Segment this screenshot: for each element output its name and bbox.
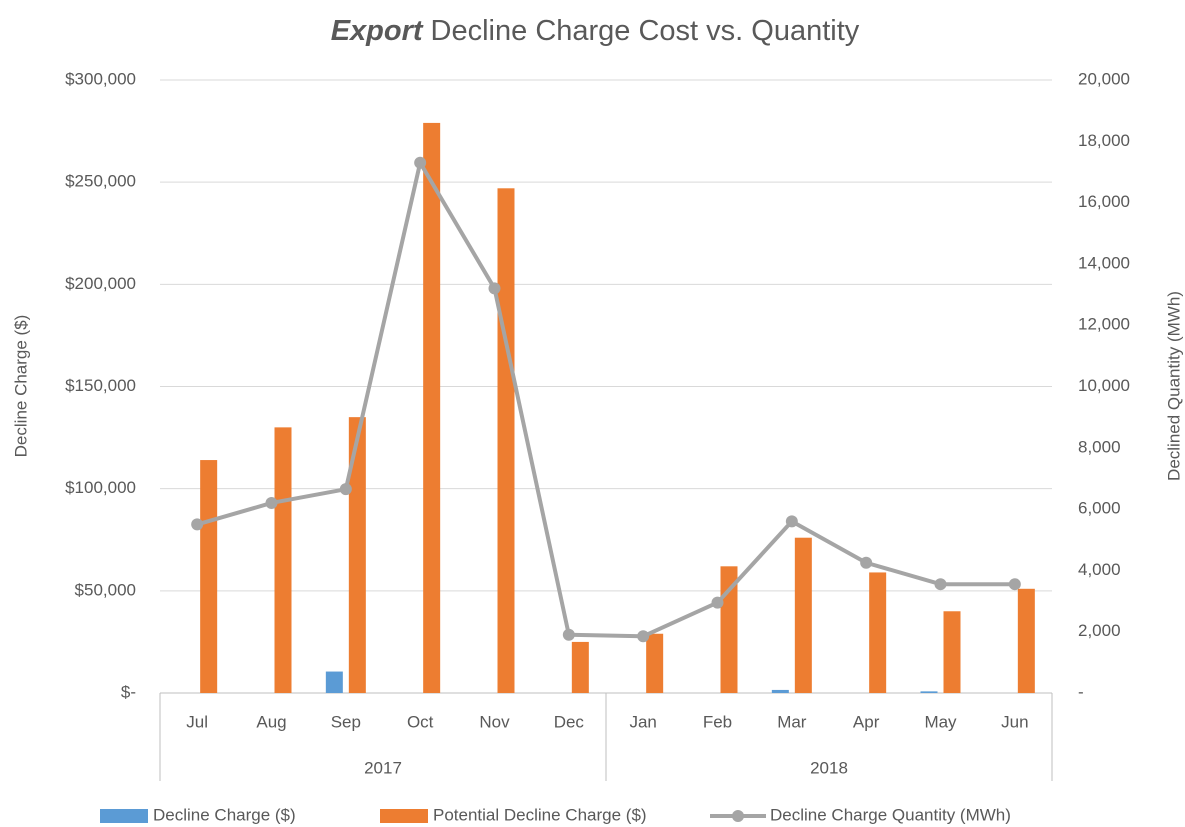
group-label: 2017 bbox=[364, 758, 402, 777]
y-tick-label: $- bbox=[121, 682, 136, 701]
x-tick-label: Jan bbox=[629, 712, 656, 731]
bar bbox=[325, 671, 343, 693]
y2-tick-label: 18,000 bbox=[1078, 131, 1130, 150]
marker bbox=[711, 596, 724, 609]
y-tick-label: $300,000 bbox=[65, 69, 136, 88]
x-tick-label: Sep bbox=[331, 712, 361, 731]
marker bbox=[1008, 578, 1021, 591]
marker bbox=[637, 630, 650, 643]
legend-swatch bbox=[100, 809, 148, 823]
marker bbox=[562, 628, 575, 641]
y-tick-label: $200,000 bbox=[65, 274, 136, 293]
x-tick-label: Mar bbox=[777, 712, 807, 731]
legend-label: Potential Decline Charge ($) bbox=[433, 805, 647, 824]
marker bbox=[860, 556, 873, 569]
y2-tick-label: - bbox=[1078, 682, 1084, 701]
bar bbox=[720, 566, 738, 693]
y-tick-label: $100,000 bbox=[65, 478, 136, 497]
marker bbox=[191, 518, 204, 531]
x-tick-label: Aug bbox=[256, 712, 286, 731]
bar bbox=[497, 188, 515, 693]
bar bbox=[771, 689, 789, 693]
y2-axis-title: Declined Quantity (MWh) bbox=[1164, 291, 1183, 481]
bar bbox=[200, 460, 218, 693]
y-tick-label: $250,000 bbox=[65, 172, 136, 191]
legend-swatch bbox=[732, 810, 744, 822]
y2-tick-label: 12,000 bbox=[1078, 315, 1130, 334]
y-tick-label: $150,000 bbox=[65, 376, 136, 395]
y2-tick-label: 6,000 bbox=[1078, 499, 1121, 518]
y2-tick-label: 14,000 bbox=[1078, 253, 1130, 272]
chart-title: Export Decline Charge Cost vs. Quantity bbox=[331, 15, 860, 47]
bar bbox=[920, 691, 938, 693]
x-tick-label: Oct bbox=[407, 712, 434, 731]
x-tick-label: Feb bbox=[703, 712, 732, 731]
marker bbox=[339, 483, 352, 496]
marker bbox=[934, 578, 947, 591]
bar bbox=[423, 122, 441, 693]
bar bbox=[869, 572, 887, 693]
marker bbox=[265, 496, 278, 509]
group-label: 2018 bbox=[810, 758, 848, 777]
legend-label: Decline Charge ($) bbox=[153, 805, 296, 824]
marker bbox=[488, 282, 501, 295]
y2-tick-label: 20,000 bbox=[1078, 69, 1130, 88]
x-tick-label: Jul bbox=[186, 712, 208, 731]
title-text: Decline Charge Cost vs. Quantity bbox=[431, 15, 860, 47]
y2-tick-label: 10,000 bbox=[1078, 376, 1130, 395]
y2-tick-label: 16,000 bbox=[1078, 192, 1130, 211]
bar bbox=[1017, 588, 1035, 693]
legend-swatch bbox=[380, 809, 428, 823]
x-tick-label: Dec bbox=[554, 712, 585, 731]
marker bbox=[414, 156, 427, 169]
x-tick-label: Jun bbox=[1001, 712, 1028, 731]
x-tick-label: Apr bbox=[853, 712, 880, 731]
x-tick-label: Nov bbox=[479, 712, 510, 731]
bar bbox=[571, 641, 589, 693]
legend-label: Decline Charge Quantity (MWh) bbox=[770, 805, 1011, 824]
y-tick-label: $50,000 bbox=[75, 580, 136, 599]
bar bbox=[943, 611, 961, 693]
y2-tick-label: 2,000 bbox=[1078, 621, 1121, 640]
bar bbox=[794, 537, 812, 693]
y-axis-title: Decline Charge ($) bbox=[11, 315, 30, 458]
x-tick-label: May bbox=[924, 712, 957, 731]
title-emphasis: Export bbox=[331, 15, 424, 47]
bar bbox=[646, 633, 664, 693]
line bbox=[196, 160, 1015, 639]
bar bbox=[348, 417, 366, 693]
y2-tick-label: 4,000 bbox=[1078, 560, 1121, 579]
bar bbox=[274, 427, 292, 693]
y2-tick-label: 8,000 bbox=[1078, 437, 1121, 456]
marker bbox=[785, 515, 798, 528]
